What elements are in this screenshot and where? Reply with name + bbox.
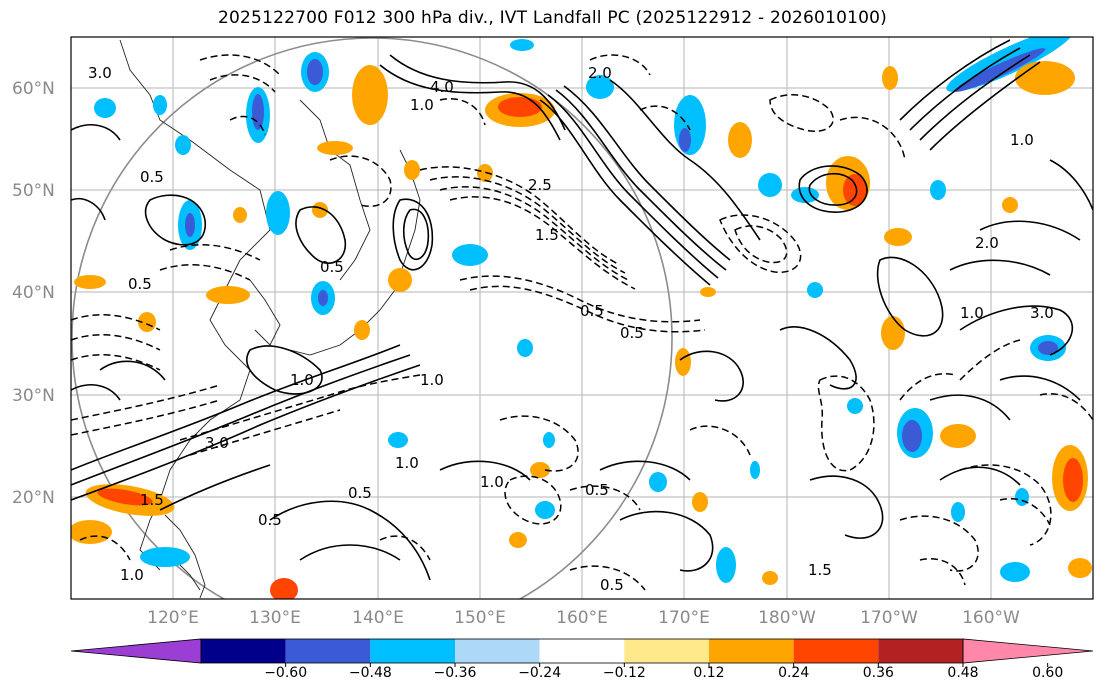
colorbar-tick-label: 0.36 (863, 665, 894, 681)
colorbar-bin (539, 639, 625, 663)
lat-label: 60°N (12, 79, 55, 99)
colorbar-tick-label: 0.12 (693, 665, 724, 681)
contour-label: 2.5 (528, 176, 552, 194)
landfall-region-circle (71, 37, 673, 599)
lat-label: 40°N (12, 283, 55, 303)
colorbar-bin (709, 639, 794, 663)
contour-label: 0.5 (620, 324, 644, 342)
colorbar-bin (624, 639, 709, 663)
colorbar-tick-label: 0.60 (1032, 665, 1063, 681)
contour-label: 1.0 (960, 304, 984, 322)
lon-label: 130°E (249, 608, 301, 628)
contour-label: 1.5 (140, 491, 164, 509)
lat-label: 30°N (12, 386, 55, 406)
lat-label: 50°N (12, 181, 55, 201)
contour-labels: 3.0 4.0 2.0 0.5 1.0 1.5 0.5 2.5 1.0 1.0 … (88, 64, 1054, 594)
colorbar-tick-label: −0.48 (349, 665, 392, 681)
contour-label: 1.0 (395, 454, 419, 472)
contour-label: 1.5 (535, 226, 559, 244)
colorbar-bin (201, 639, 286, 663)
solid-contours (71, 39, 1093, 581)
contour-label: 0.5 (258, 511, 282, 529)
colorbar: −0.60 −0.48 −0.36 −0.24 −0.12 0.12 0.24 0.36 0.4… (70, 638, 1094, 681)
colorbar-extend-high (962, 638, 1094, 664)
lon-label: 150°E (454, 608, 506, 628)
colorbar-bin (793, 639, 879, 663)
contour-label: 2.0 (975, 234, 999, 252)
figure-title: 2025122700 F012 300 hPa div., IVT Landfa… (218, 8, 887, 28)
shaded-anomalies (71, 37, 1092, 599)
lon-label: 140°E (352, 608, 404, 628)
colorbar-tick-label: −0.12 (603, 665, 646, 681)
contour-label: 1.0 (290, 371, 314, 389)
contour-label: 1.0 (1010, 131, 1034, 149)
lat-label: 20°N (12, 488, 55, 508)
contour-label: 1.0 (420, 371, 444, 389)
colorbar-tick-label: 0.24 (778, 665, 809, 681)
contour-label: 1.0 (120, 566, 144, 584)
lon-label: 170°E (658, 608, 710, 628)
contour-label: 0.5 (585, 481, 609, 499)
colorbar-bin (370, 639, 455, 663)
lon-label: 160°W (962, 608, 1020, 628)
longitude-labels: 120°E 130°E 140°E 150°E 160°E 170°E 180°… (147, 608, 1020, 628)
contour-label: 1.0 (480, 473, 504, 491)
contour-label: 3.0 (1030, 304, 1054, 322)
contour-label: 4.0 (430, 78, 454, 96)
contour-label: 0.5 (320, 258, 344, 276)
contour-label: 1.0 (410, 96, 434, 114)
contour-label: 0.5 (580, 302, 604, 320)
contour-label: 0.5 (348, 484, 372, 502)
colorbar-extend-low (70, 638, 202, 664)
map-content: 3.0 4.0 2.0 0.5 1.0 1.5 0.5 2.5 1.0 1.0 … (71, 37, 1093, 599)
contour-label: 3.0 (205, 434, 229, 452)
colorbar-tick-label: −0.60 (264, 665, 307, 681)
contour-label: 3.0 (88, 64, 112, 82)
lon-label: 180°W (758, 608, 816, 628)
lon-label: 120°E (147, 608, 199, 628)
contour-label: 0.5 (140, 168, 164, 186)
lon-label: 160°E (556, 608, 608, 628)
colorbar-bin (455, 639, 540, 663)
contour-label: 1.5 (808, 561, 832, 579)
colorbar-bin (878, 639, 963, 663)
map-border (70, 36, 1094, 600)
colorbar-bin (285, 639, 371, 663)
contour-label: 0.5 (600, 576, 624, 594)
latitude-labels: 60°N 50°N 40°N 30°N 20°N (12, 79, 55, 508)
colorbar-tick-label: 0.48 (947, 665, 978, 681)
contour-label: 0.5 (128, 275, 152, 293)
colorbar-tick-label: −0.36 (434, 665, 477, 681)
colorbar-frame (200, 638, 964, 664)
lon-label: 170°W (860, 608, 918, 628)
colorbar-tick-label: −0.24 (518, 665, 561, 681)
contour-label: 2.0 (588, 64, 612, 82)
dashed-contours (71, 54, 1093, 591)
